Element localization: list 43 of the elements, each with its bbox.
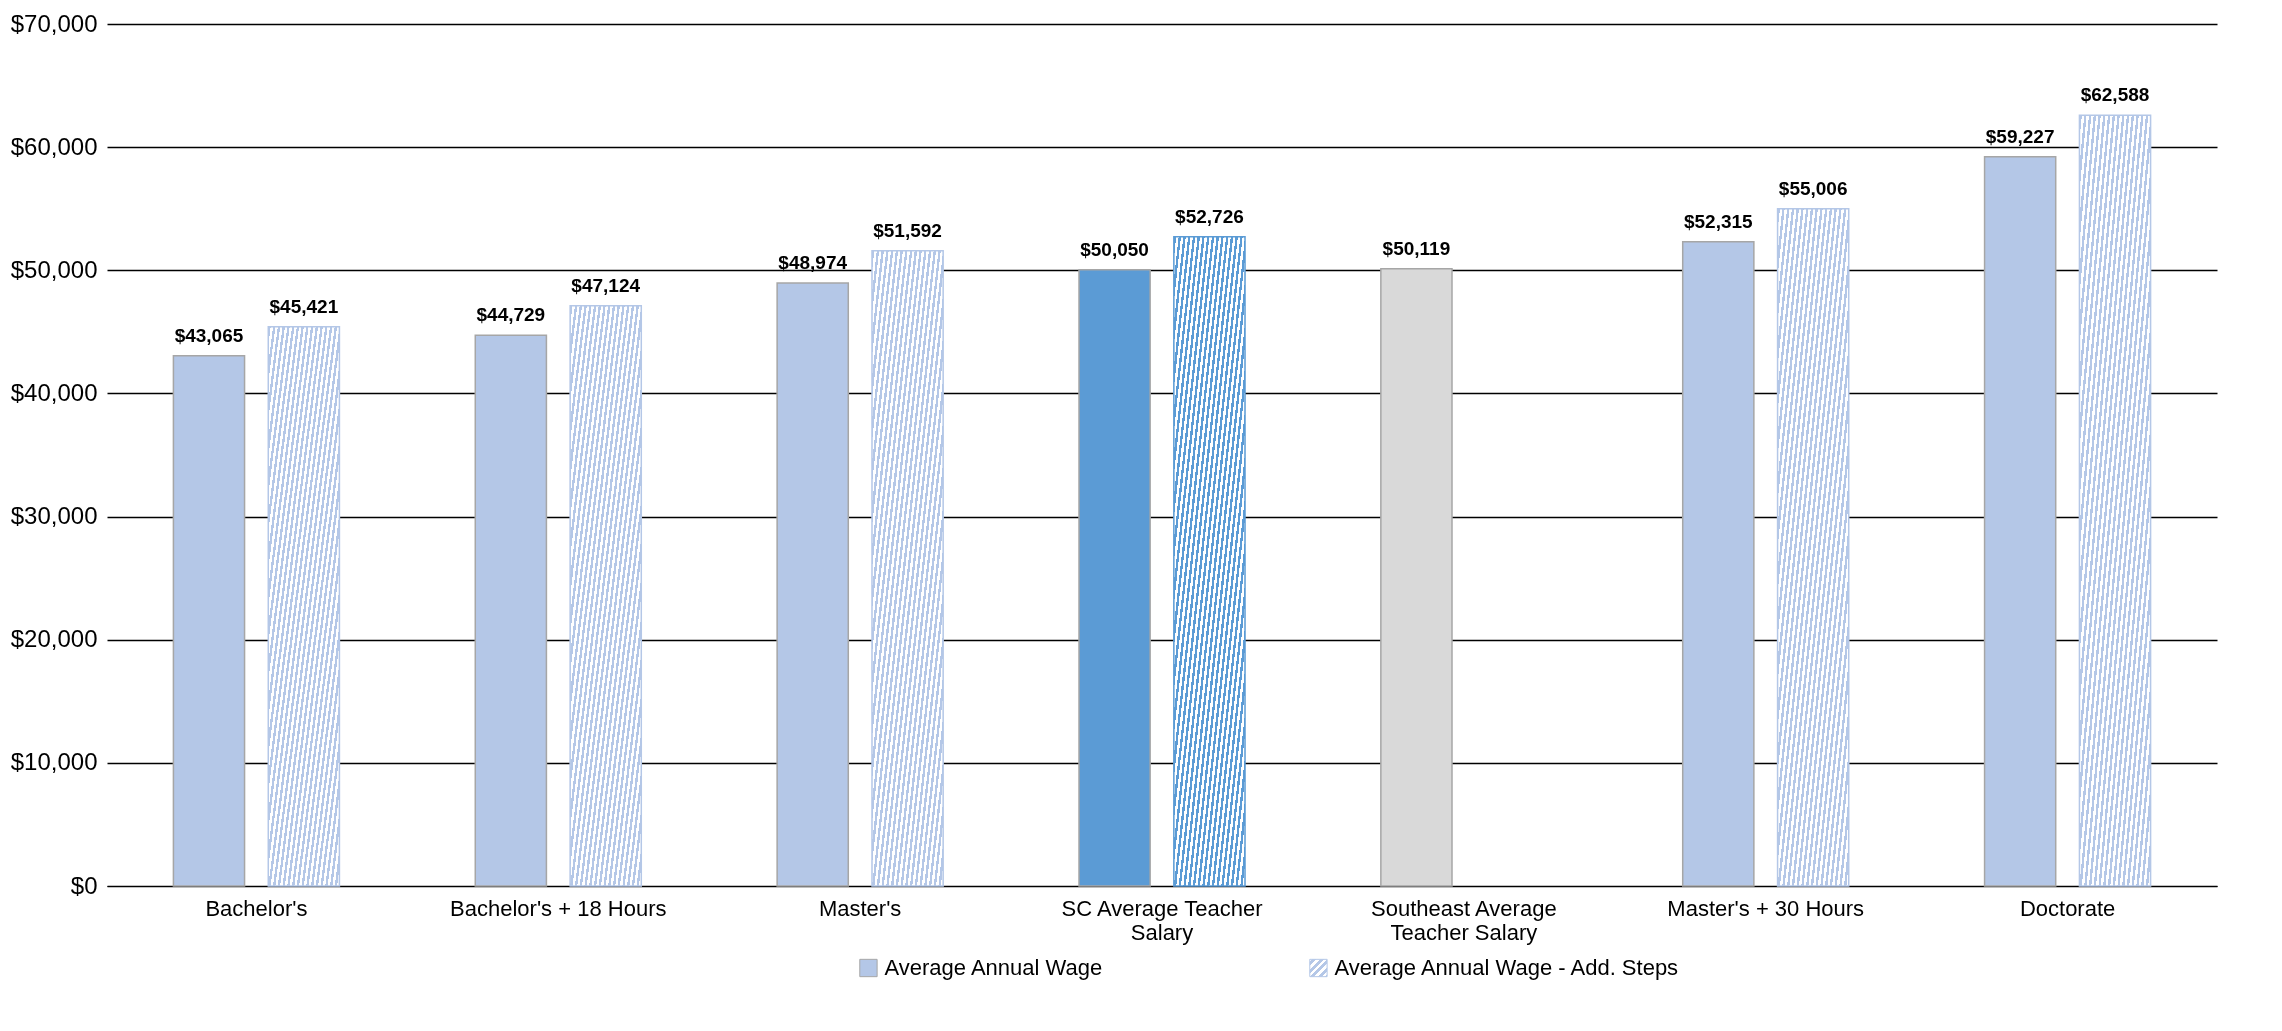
y-tick-label: $0	[70, 871, 98, 899]
data-label: $52,315	[1683, 210, 1754, 232]
data-label: $50,050	[1080, 238, 1149, 260]
bar	[474, 334, 548, 887]
bar	[1078, 268, 1151, 887]
bar	[569, 304, 643, 887]
x-tick-label: Master's	[818, 895, 902, 921]
legend-label: Average Annual Wage - Add. Steps	[1334, 955, 1679, 980]
y-tick-label: $20,000	[10, 625, 98, 653]
x-tick-label: SC Average Teacher Salary	[1061, 895, 1263, 945]
data-label: $44,729	[476, 304, 546, 326]
x-tick-label: Bachelor's + 18 Hours	[450, 895, 667, 921]
bar	[172, 354, 246, 887]
bar	[267, 325, 341, 887]
bar	[871, 249, 944, 887]
bar	[776, 282, 850, 887]
data-label: $62,588	[2080, 84, 2150, 106]
data-label: $59,227	[1985, 125, 2055, 147]
bar	[2078, 114, 2152, 887]
bar	[1173, 235, 1246, 887]
data-label: $55,006	[1778, 177, 1848, 199]
data-label: $48,974	[778, 251, 848, 273]
data-label: $52,726	[1175, 205, 1244, 227]
y-tick-label: $30,000	[10, 502, 98, 530]
data-label: $43,065	[174, 324, 244, 346]
y-tick-label: $10,000	[10, 748, 98, 776]
y-tick-label: $50,000	[10, 255, 98, 283]
x-tick-label: Doctorate	[2019, 895, 2116, 921]
x-tick-label: Master's + 30 Hours	[1667, 895, 1865, 921]
x-tick-label: Bachelor's	[205, 895, 308, 921]
bar	[1681, 241, 1755, 887]
data-label: $47,124	[571, 274, 641, 296]
bar	[1983, 155, 2057, 887]
legend-label: Average Annual Wage	[884, 955, 1103, 980]
data-label: $51,592	[873, 219, 942, 241]
y-tick-label: $70,000	[10, 9, 98, 37]
y-tick-label: $40,000	[10, 378, 98, 406]
data-label: $45,421	[269, 295, 339, 317]
y-tick-label: $60,000	[10, 132, 98, 160]
bar	[1776, 207, 1850, 887]
bar	[1380, 268, 1453, 887]
x-tick-label: Southeast Average Teacher Salary	[1371, 895, 1557, 945]
data-label: $50,119	[1382, 237, 1451, 259]
